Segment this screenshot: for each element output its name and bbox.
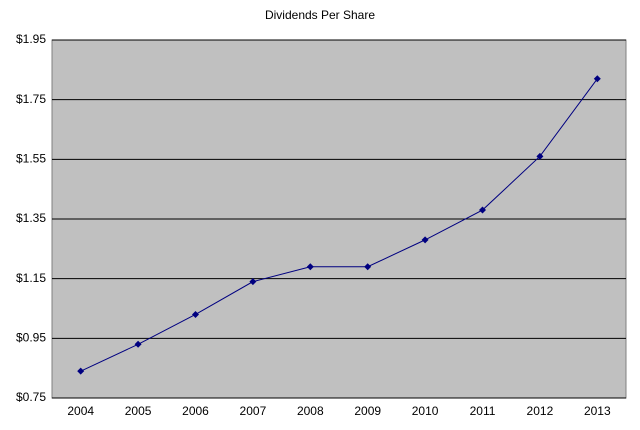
y-tick-label: $1.35 [16, 211, 46, 225]
data-point [364, 263, 372, 271]
y-tick-label: $1.55 [16, 152, 46, 166]
x-tick-label: 2009 [354, 404, 381, 418]
y-tick-label: $1.75 [16, 92, 46, 106]
data-point [306, 263, 314, 271]
y-tick-label: $1.15 [16, 271, 46, 285]
data-line [80, 78, 598, 372]
chart-title: Dividends Per Share [265, 8, 375, 22]
data-point [479, 206, 486, 214]
data-point [536, 152, 544, 160]
x-tick-label: 2008 [297, 404, 324, 418]
data-point [593, 75, 601, 83]
x-tick-label: 2011 [470, 404, 496, 418]
x-tick-label: 2006 [182, 404, 209, 418]
x-tick-label: 2010 [412, 404, 439, 418]
y-tick-label: $0.95 [16, 331, 46, 345]
data-point [134, 340, 142, 348]
x-tick-label: 2012 [527, 404, 554, 418]
x-tick-label: 2007 [240, 404, 267, 418]
x-tick-label: 2013 [584, 404, 611, 418]
x-tick-label: 2004 [67, 404, 94, 418]
data-point [77, 367, 85, 375]
x-tick-label: 2005 [125, 404, 152, 418]
data-point [421, 236, 429, 244]
data-point [192, 310, 199, 318]
data-point [249, 278, 257, 286]
y-tick-label: $1.95 [16, 32, 46, 46]
y-tick-label: $0.75 [16, 390, 46, 404]
